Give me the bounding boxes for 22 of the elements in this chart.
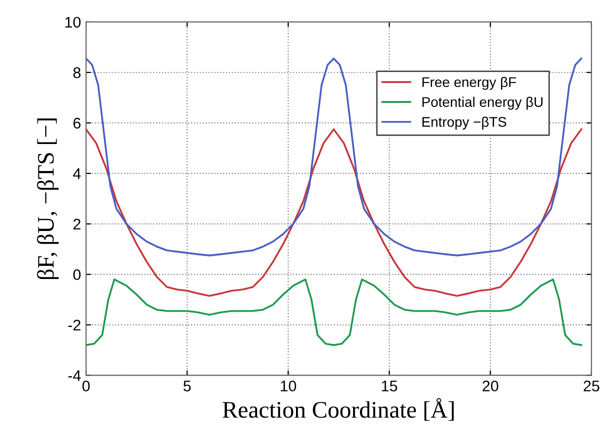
y-tick-label: 10 (65, 16, 81, 28)
legend-label: Potential energy βU (422, 96, 543, 110)
x-tick-label: 0 (82, 380, 90, 392)
y-tick-label: 6 (73, 118, 81, 129)
x-tick-label: 20 (482, 380, 498, 392)
y-tick-label: 0 (73, 269, 81, 280)
y-tick-label: 8 (73, 67, 81, 78)
line-series (86, 128, 582, 297)
x-tick-label: 5 (183, 380, 191, 392)
x-tick-label: 25 (584, 380, 600, 392)
legend-label: Free energy βF (422, 76, 516, 90)
y-tick-label: 2 (73, 218, 80, 230)
x-axis-title: Reaction Coordinate [Å] (222, 398, 454, 421)
x-tick-label: 10 (280, 380, 296, 392)
x-tick-label: 15 (382, 380, 398, 392)
legend-label: Entropy −βTS (422, 116, 506, 130)
y-tick-label: -4 (68, 370, 81, 381)
y-tick-label: 4 (73, 168, 81, 179)
y-tick-label: -2 (68, 320, 80, 330)
line-series (86, 278, 582, 346)
y-axis-title: βF, βU, −βTS [−] (36, 118, 59, 279)
line-series (86, 58, 582, 256)
